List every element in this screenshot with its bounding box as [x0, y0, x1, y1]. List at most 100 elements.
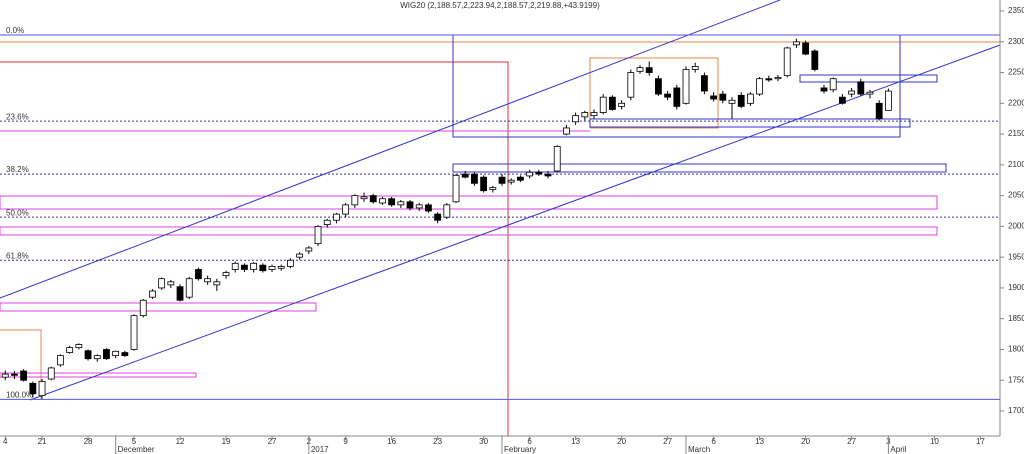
month-label: April: [890, 445, 906, 454]
candle-body: [737, 94, 745, 107]
candle-body: [452, 174, 460, 203]
trend-line: [29, 44, 1001, 401]
candle-body: [139, 299, 147, 317]
candle-body: [875, 102, 883, 120]
candle-body: [425, 204, 432, 212]
candle-body: [287, 259, 294, 267]
candle-body: [213, 281, 221, 286]
candle-body: [369, 195, 377, 203]
y-tick-label: 1800: [1008, 345, 1024, 354]
orange-box: [589, 57, 719, 129]
fib-label: 100.0%: [6, 390, 33, 399]
x-tick-label: 19: [222, 437, 231, 446]
candle-body: [691, 66, 699, 70]
x-tick-label: 10: [930, 437, 939, 446]
fib-label: 61.8%: [6, 251, 29, 260]
candle-body: [296, 253, 304, 258]
candle-body: [268, 265, 276, 270]
candle-body: [149, 290, 156, 298]
y-tick-label: 2000: [1008, 222, 1024, 231]
candle-body: [47, 367, 55, 380]
candle-body: [673, 87, 681, 107]
candle-body: [360, 196, 368, 200]
x-tick-label: 27: [847, 437, 856, 446]
candle-body: [379, 198, 386, 204]
candle-body: [323, 219, 331, 225]
candle-body: [866, 91, 874, 95]
x-tick-label: 20: [801, 437, 810, 446]
candle-body: [655, 78, 662, 95]
candle-body: [112, 350, 120, 357]
candle-body: [599, 96, 607, 113]
x-tick-label: 30: [479, 437, 488, 446]
candle-body: [415, 204, 423, 209]
candle-body: [434, 213, 442, 221]
x-tick-label: 16: [387, 437, 396, 446]
candle-body: [333, 213, 340, 221]
candle-body: [185, 278, 193, 298]
month-label: December: [118, 445, 155, 454]
candle-body: [793, 41, 800, 46]
candle-body: [756, 78, 764, 95]
candle-body: [636, 67, 644, 72]
candle-body: [618, 102, 626, 107]
candle-body: [195, 269, 202, 280]
candle-body: [66, 347, 74, 353]
candle-body: [461, 173, 469, 178]
candle-body: [167, 281, 175, 286]
x-tick-label: 13: [571, 437, 580, 446]
candle-body: [388, 198, 396, 206]
x-tick-label: 12: [176, 437, 185, 446]
month-label: March: [688, 445, 710, 454]
candle-body: [342, 204, 350, 215]
candle-body: [765, 78, 773, 81]
x-tick-label: 23: [433, 437, 442, 446]
blue-box: [799, 74, 938, 83]
y-tick-label: 2250: [1008, 68, 1024, 77]
magenta-box: [0, 372, 197, 378]
candle-body: [250, 262, 258, 270]
candle-body: [29, 382, 37, 395]
x-tick-label: 17: [976, 437, 985, 446]
candle-body: [802, 42, 810, 55]
candle-body: [176, 286, 184, 301]
candle-body: [498, 176, 506, 184]
x-tick-label: 4: [3, 437, 8, 446]
y-tick-label: 1900: [1008, 283, 1024, 292]
candle-body: [11, 373, 18, 376]
candle-body: [839, 96, 846, 104]
candle-body: [517, 176, 524, 181]
candle-body: [130, 315, 138, 350]
fib-label: 0.0%: [6, 26, 24, 35]
month-label: February: [504, 445, 536, 454]
y-tick-label: 2200: [1008, 98, 1024, 107]
candle-body: [351, 195, 359, 206]
y-tick-label: 2150: [1008, 129, 1024, 138]
candle-body: [747, 93, 754, 104]
red-line: [0, 61, 509, 436]
x-tick-label: 27: [268, 437, 277, 446]
candle-body: [397, 201, 405, 206]
candle-body: [471, 173, 478, 184]
candle-body: [627, 72, 635, 98]
x-tick-label: 21: [38, 437, 47, 446]
drawings: [0, 0, 1001, 437]
candle-body: [829, 78, 837, 91]
x-tick-label: 28: [84, 437, 93, 446]
candle-body: [553, 145, 561, 172]
candle-body: [645, 67, 653, 73]
x-tick-label: 9: [343, 437, 348, 446]
y-tick-label: 1850: [1008, 314, 1024, 323]
candle-body: [544, 173, 552, 177]
candle-body: [1, 373, 9, 378]
candle-body: [38, 381, 46, 397]
candle-body: [572, 115, 580, 123]
y-tick-label: 2100: [1008, 160, 1024, 169]
blue-box: [589, 118, 911, 128]
candle-body: [885, 90, 892, 111]
candle-body: [535, 171, 543, 175]
candle-body: [820, 87, 828, 92]
x-tick-label: 6: [527, 437, 532, 446]
candle-body: [305, 247, 313, 252]
y-tick-label: 1950: [1008, 252, 1024, 261]
